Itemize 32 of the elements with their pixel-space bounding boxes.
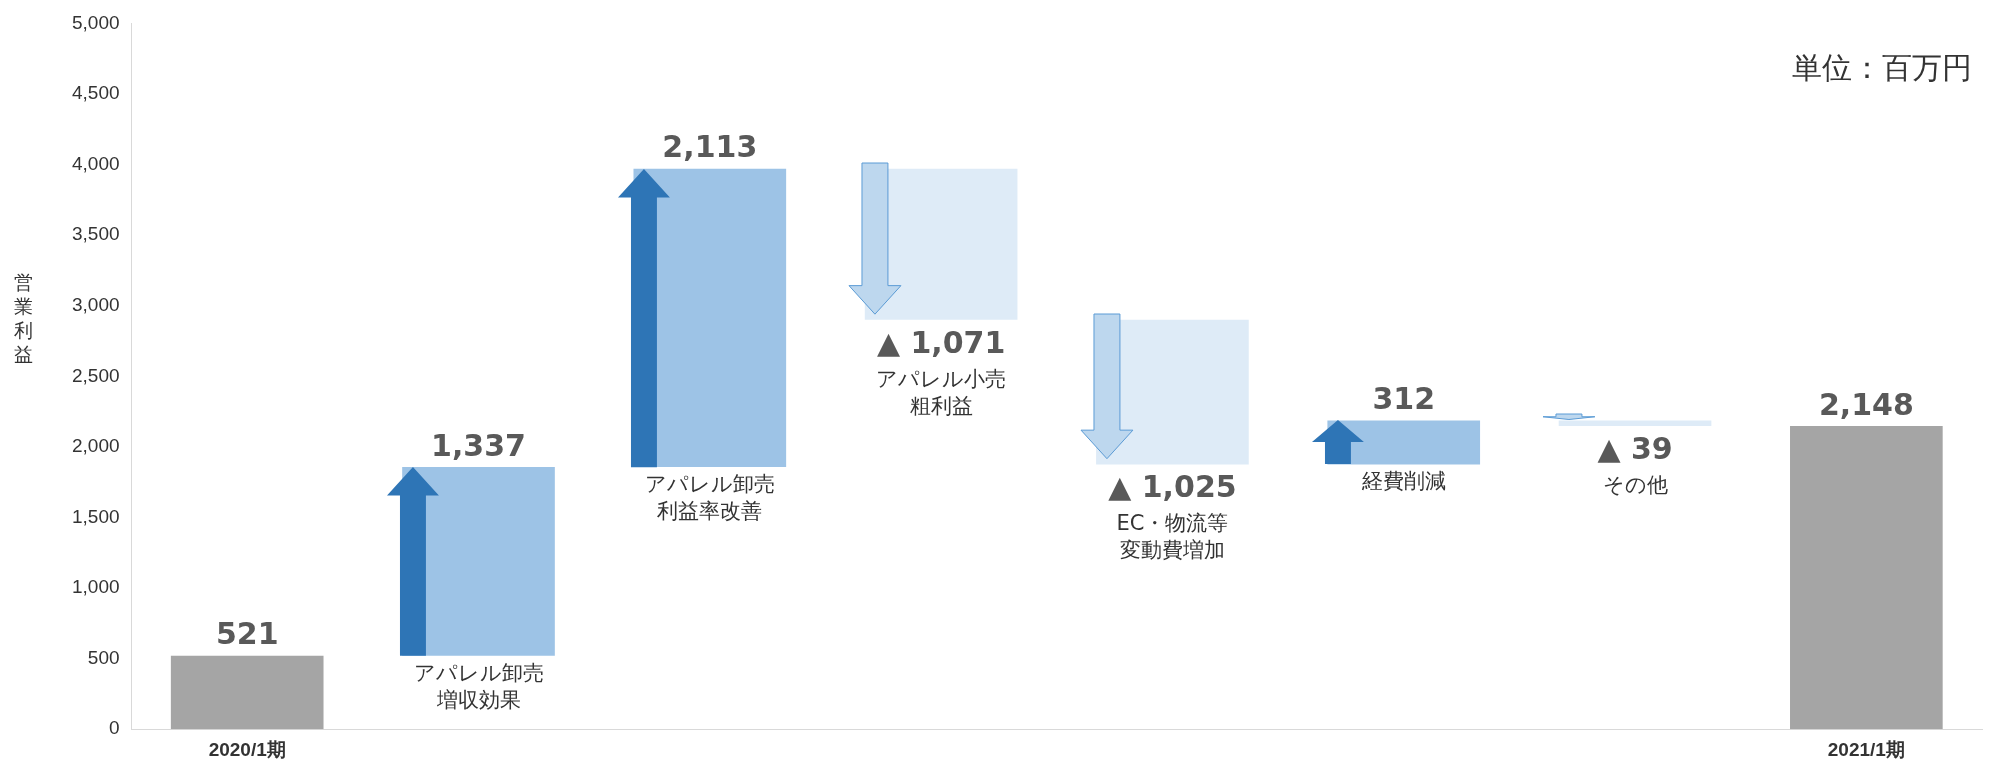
y-tick-label: 4,500 xyxy=(72,82,120,104)
data-label: 1,337 xyxy=(431,427,526,463)
x-tick-label: 経費削減 xyxy=(1360,469,1446,494)
data-label: 2,148 xyxy=(1818,386,1914,422)
x-tick-label: アパレル卸売利益率改善 xyxy=(644,471,775,523)
y-tick-label: 3,000 xyxy=(72,293,120,315)
y-tick-label: 500 xyxy=(87,646,120,668)
bar xyxy=(170,655,324,730)
data-label: ▲ 39 xyxy=(1597,430,1673,466)
y-tick-label: 5,000 xyxy=(72,11,120,33)
y-tick-label: 0 xyxy=(108,717,120,739)
data-label: 312 xyxy=(1372,381,1436,417)
data-label: 2,113 xyxy=(662,129,758,165)
x-tick-label: アパレル卸売増収効果 xyxy=(413,660,544,712)
y-tick-label: 1,000 xyxy=(72,576,120,598)
y-axis-title: 営業利益 xyxy=(12,270,34,366)
data-label: ▲ 1,025 xyxy=(1108,469,1237,505)
y-tick-label: 1,500 xyxy=(72,505,120,527)
x-tick-label: 2020/1期 xyxy=(208,738,286,760)
y-tick-label: 2,500 xyxy=(72,364,120,386)
x-tick-label: その他 xyxy=(1602,472,1668,497)
y-tick-label: 4,000 xyxy=(72,152,120,174)
y-tick-label: 2,000 xyxy=(72,435,120,457)
annotation: 単位：百万円 xyxy=(1792,49,1972,87)
bar xyxy=(1790,425,1943,730)
x-tick-label: アパレル小売粗利益 xyxy=(876,366,1007,418)
data-label: ▲ 1,071 xyxy=(876,324,1006,360)
y-tick-label: 3,500 xyxy=(72,223,120,245)
x-tick-label: EC・物流等変動費増加 xyxy=(1116,511,1229,563)
bar xyxy=(1558,420,1712,426)
data-label: 521 xyxy=(215,616,279,652)
x-tick-label: 2021/1期 xyxy=(1827,738,1905,760)
